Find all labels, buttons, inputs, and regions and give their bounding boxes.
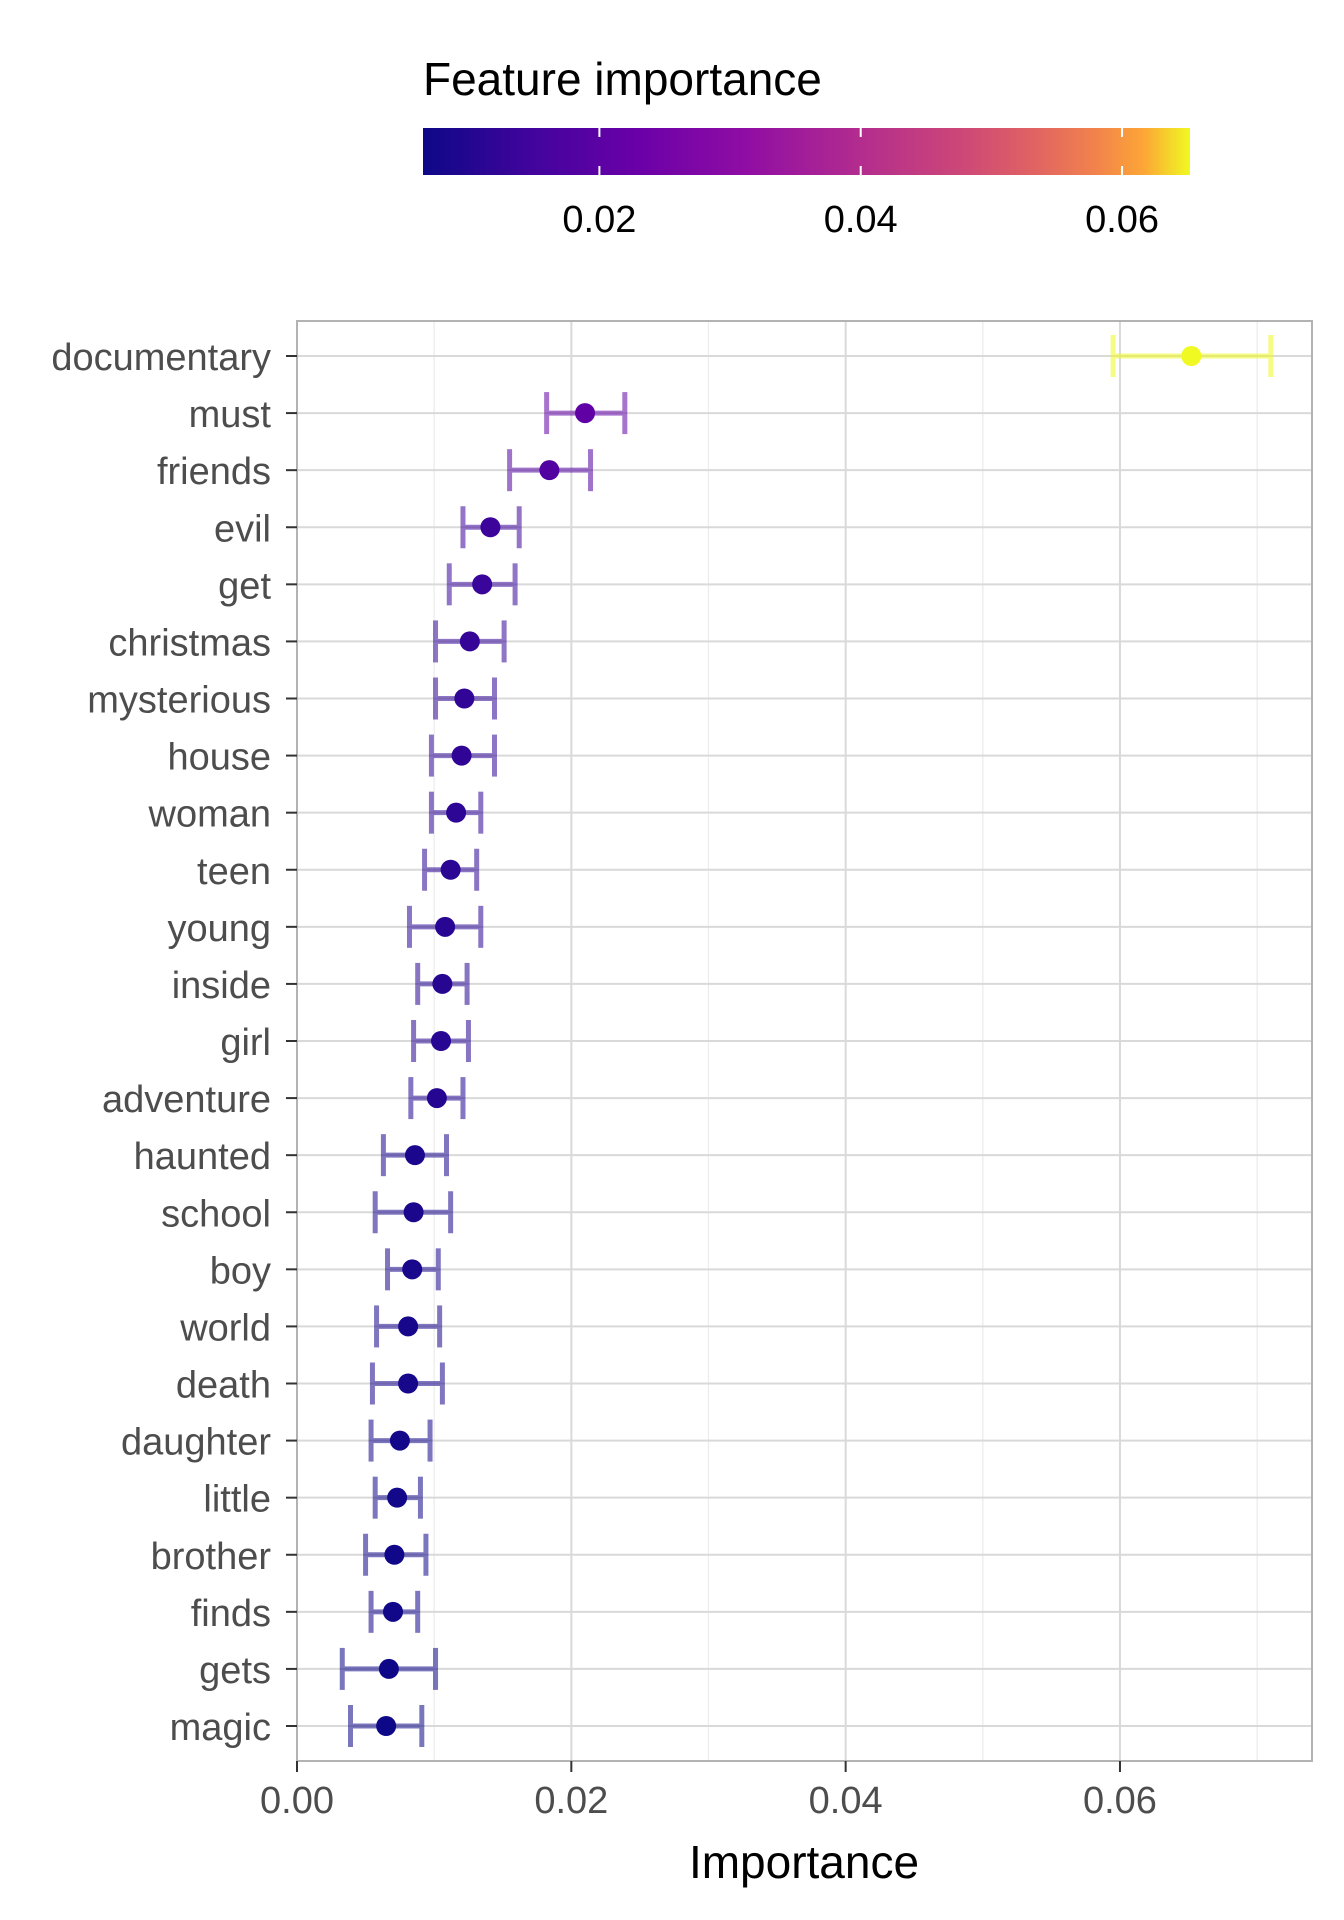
point-brother: [384, 1544, 405, 1565]
point-friends: [539, 460, 560, 481]
y-tick-label: girl: [220, 1022, 271, 1064]
y-tick-label: woman: [148, 794, 272, 836]
legend-colorbar: [423, 128, 1190, 175]
y-tick-label: must: [189, 394, 272, 436]
legend-tick-label: 0.06: [1085, 199, 1159, 241]
point-young: [435, 916, 456, 937]
point-boy: [402, 1259, 423, 1280]
point-get: [472, 574, 493, 595]
point-house: [451, 745, 472, 766]
point-teen: [440, 859, 461, 880]
y-tick-label: daughter: [121, 1422, 271, 1464]
point-girl: [431, 1031, 452, 1051]
point-magic: [376, 1716, 397, 1736]
y-tick-label: young: [167, 908, 271, 950]
point-adventure: [426, 1088, 447, 1109]
legend-tick-label: 0.02: [562, 199, 636, 241]
point-death: [398, 1373, 419, 1394]
y-tick-label: finds: [191, 1593, 271, 1635]
y-tick-label: teen: [197, 851, 271, 893]
x-axis-title: Importance: [689, 1836, 919, 1888]
point-evil: [480, 517, 501, 538]
point-documentary: [1181, 346, 1202, 366]
point-finds: [383, 1601, 404, 1622]
point-little: [387, 1487, 408, 1508]
y-tick-label: christmas: [108, 622, 271, 664]
y-tick-label: boy: [210, 1250, 271, 1292]
y-tick-label: school: [161, 1193, 271, 1235]
x-tick-label: 0.02: [534, 1780, 608, 1822]
point-mysterious: [454, 688, 475, 709]
point-christmas: [459, 631, 480, 652]
y-tick-label: brother: [151, 1536, 272, 1578]
point-inside: [432, 973, 453, 994]
point-world: [398, 1316, 419, 1337]
y-tick-label: house: [167, 737, 271, 779]
data-points: [376, 346, 1202, 1736]
point-woman: [446, 802, 467, 823]
legend-title: Feature importance: [423, 53, 822, 105]
y-tick-label: adventure: [102, 1079, 271, 1121]
legend: Feature importance 0.02 0.04 0.06: [423, 53, 1190, 241]
point-daughter: [389, 1430, 410, 1451]
point-gets: [378, 1658, 399, 1679]
y-tick-label: little: [203, 1479, 271, 1521]
y-tick-label: inside: [172, 965, 271, 1007]
plot-panel: [296, 320, 1313, 1762]
x-tick-label: 0.00: [260, 1780, 334, 1822]
y-axis: documentary must friends evil get christmas my…: [51, 337, 297, 1749]
y-tick-label: world: [179, 1307, 271, 1349]
y-tick-label: documentary: [51, 337, 271, 379]
y-tick-label: gets: [199, 1650, 271, 1692]
y-tick-label: get: [218, 565, 271, 607]
legend-tick-label: 0.04: [824, 199, 898, 241]
legend-ticks: 0.02 0.04 0.06: [562, 128, 1159, 241]
point-must: [575, 403, 596, 424]
y-tick-label: death: [176, 1365, 271, 1407]
y-tick-label: magic: [170, 1707, 271, 1749]
y-tick-label: mysterious: [87, 680, 271, 722]
x-tick-label: 0.04: [809, 1780, 883, 1822]
y-tick-label: haunted: [134, 1136, 271, 1178]
x-axis: 0.00 0.02 0.04 0.06: [260, 1761, 1157, 1822]
y-tick-label: friends: [157, 451, 271, 493]
point-haunted: [404, 1145, 425, 1166]
x-tick-label: 0.06: [1083, 1780, 1157, 1822]
point-school: [403, 1202, 424, 1223]
y-tick-label: evil: [214, 508, 271, 550]
